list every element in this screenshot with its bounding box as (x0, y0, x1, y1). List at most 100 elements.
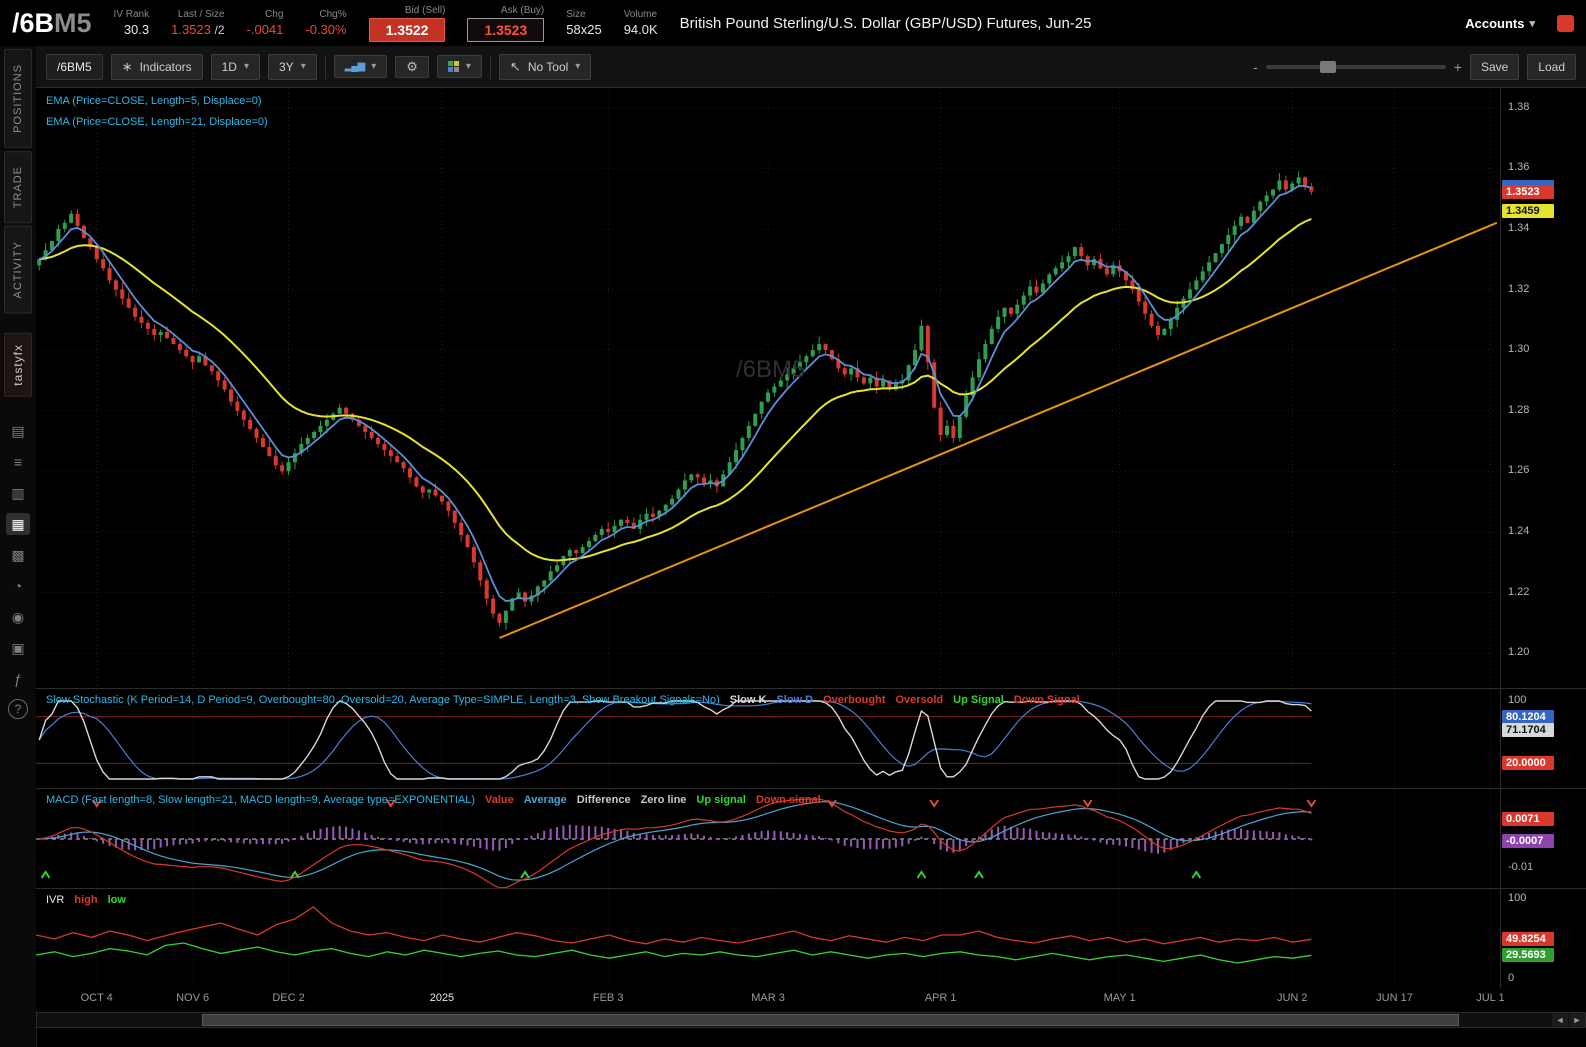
iv-rank-value: 30.3 (123, 22, 150, 37)
tastyfx-brand[interactable]: tastyfx (4, 332, 32, 397)
sidebar-tab-trade[interactable]: TRADE (4, 150, 32, 224)
legend-item-down-signal: Down Signal (1013, 694, 1080, 706)
scrollbar-thumb[interactable] (202, 1014, 1459, 1026)
alerts-icon[interactable]: ◉ (11, 608, 25, 625)
ivr-low-badge: 29.5693 (1502, 948, 1554, 963)
chg-label: Chg (265, 9, 284, 20)
chg-pct-stat: Chg% -0.30% (305, 9, 346, 37)
macd-title[interactable]: MACD (Fast length=8, Slow length=21, MAC… (46, 794, 476, 806)
range-dropdown[interactable]: 3Y ▾ (268, 53, 317, 80)
scroll-left-icon[interactable]: ◄ (1552, 1013, 1568, 1027)
price-axis-label: 1.38 (1508, 100, 1530, 113)
legend-item-slow-k: Slow K (729, 694, 767, 706)
load-button[interactable]: Load (1527, 53, 1576, 80)
price-axis-label: 1.22 (1508, 585, 1530, 598)
chart-icon[interactable]: ▦ (6, 513, 30, 536)
price-axis-label: 1.28 (1508, 403, 1530, 416)
bid-stat: Bid (Sell) 1.3522 (368, 4, 446, 42)
stochastic-title[interactable]: Slow Stochastic (K Period=14, D Period=9… (46, 694, 720, 706)
legend-item-slow-d: Slow D (776, 694, 814, 706)
volume-label: Volume (623, 9, 658, 20)
slow-d-badge: 80.1204 (1502, 709, 1554, 724)
notes-icon[interactable]: ▤ (11, 422, 25, 439)
chevron-down-icon: ▾ (243, 61, 249, 72)
history-icon[interactable]: ◔ (13, 578, 23, 595)
help-icon[interactable]: ? (8, 699, 28, 720)
zoom-out-button[interactable]: - (1253, 58, 1258, 75)
last-price-badge: 1.3523 (1502, 184, 1554, 199)
time-axis-label: JUN 17 (1376, 992, 1413, 1004)
legend-item-high: high (74, 894, 98, 906)
legend-item-up-signal: Up Signal (953, 694, 1004, 706)
time-axis-label: APR 1 (924, 992, 957, 1004)
legend-item-oversold: Oversold (895, 694, 944, 706)
timeframe-dropdown[interactable]: 1D ▾ (210, 53, 260, 80)
volume-stat: Volume 94.0K (624, 9, 658, 37)
oversold-badge: 20.0000 (1502, 756, 1554, 771)
ask-stat: Ask (Buy) 1.3523 (467, 5, 545, 42)
calendar-icon[interactable]: ▥ (11, 484, 25, 501)
scroll-right-icon[interactable]: ► (1569, 1013, 1585, 1027)
last-size-value: /2 (214, 23, 225, 37)
bar-chart-icon: ▂▄▆ (344, 60, 365, 72)
layout-icon[interactable]: ▩ (11, 546, 25, 563)
sidebar-tab-activity[interactable]: ACTIVITY (4, 226, 32, 314)
bid-label: Bid (Sell) (404, 4, 446, 16)
orders-icon[interactable]: ≡ (13, 454, 23, 471)
price-axis-label: 1.30 (1508, 343, 1530, 356)
contract-description: British Pound Sterling/U.S. Dollar (GBP/… (679, 14, 1092, 32)
chevron-down-icon: ▾ (465, 61, 471, 72)
chart-settings-button[interactable]: ⚙ (395, 55, 429, 78)
macd-average-badge: -0.0007 (1502, 834, 1554, 848)
sidebar-tab-positions[interactable]: POSITIONS (4, 49, 32, 148)
toolbar-separator (489, 54, 491, 79)
axis-separator (1500, 889, 1501, 989)
ema-slow-study-label[interactable]: EMA (Price=CLOSE, Length=21, Displace=0) (46, 116, 268, 128)
quote-header: /6BM5 IV Rank 30.3 Last / Size 1.3523 /2… (0, 0, 1586, 46)
save-button[interactable]: Save (1469, 53, 1520, 80)
axis-separator (1500, 88, 1501, 688)
macd-pane[interactable]: MACD (Fast length=8, Slow length=21, MAC… (36, 788, 1586, 889)
bid-button[interactable]: 1.3522 (368, 17, 446, 42)
iv-rank-stat: IV Rank 30.3 (114, 9, 150, 37)
sidebar-tabs: POSITIONS TRADE ACTIVITY (4, 46, 32, 317)
iv-rank-label: IV Rank (113, 9, 150, 20)
indicators-button[interactable]: ∗ Indicators (110, 53, 203, 80)
ivr-pane[interactable]: IVR high low 100 0 49.8254 29.5693 (36, 888, 1586, 989)
time-axis-label: MAR 3 (751, 992, 785, 1004)
ema-fast-study-label[interactable]: EMA (Price=CLOSE, Length=5, Displace=0) (46, 95, 262, 107)
macd-chart-canvas (36, 789, 1491, 889)
symbol-title: /6BM5 (12, 8, 92, 39)
zoom-in-button[interactable]: + (1453, 58, 1462, 75)
chart-scrollbar[interactable]: ◄ ► (36, 1012, 1586, 1028)
ivr-title[interactable]: IVR (46, 894, 65, 906)
symbol-month-code: M5 (54, 7, 92, 38)
zoom-slider[interactable] (1265, 60, 1446, 73)
stochastic-pane[interactable]: Slow Stochastic (K Period=14, D Period=9… (36, 688, 1586, 789)
grid-layout-dropdown[interactable]: ▾ (436, 55, 482, 78)
drawing-tool-dropdown[interactable]: ↖ No Tool ▾ (498, 53, 592, 80)
price-axis-label: 1.34 (1508, 221, 1530, 234)
fx-icon[interactable]: ƒ (14, 671, 22, 688)
axis-separator (1500, 789, 1501, 889)
price-axis-label: 1.20 (1508, 646, 1530, 659)
zoom-slider-thumb[interactable] (1319, 60, 1336, 73)
ask-button[interactable]: 1.3523 (467, 17, 545, 42)
accounts-label: Accounts (1465, 15, 1525, 31)
ivr-axis-label: 100 (1508, 892, 1527, 904)
chg-value: -.0041 (246, 22, 284, 37)
time-axis-label: 2025 (429, 992, 455, 1004)
archive-icon[interactable]: ▣ (11, 639, 25, 656)
indicators-icon: ∗ (121, 58, 133, 74)
left-sidebar: POSITIONS TRADE ACTIVITY tastyfx ▤ ≡ ▥ ▦ ▩ ◔ ◉ ▣ ƒ… (0, 46, 37, 1047)
legend-item-value: Value (485, 794, 514, 806)
chart-type-dropdown[interactable]: ▂▄▆ ▾ (333, 55, 388, 78)
stochastic-chart-canvas (36, 689, 1491, 789)
accounts-menu[interactable]: Accounts ▾ (1465, 16, 1535, 31)
last-value: 1.3523 (171, 22, 211, 37)
chart-symbol-label[interactable]: /6BM5 (46, 53, 103, 80)
legend-item-zero-line: Zero line (640, 794, 687, 806)
axis-separator (1500, 689, 1501, 789)
notification-icon[interactable] (1557, 14, 1574, 32)
price-pane[interactable]: EMA (Price=CLOSE, Length=5, Displace=0) … (36, 88, 1586, 688)
